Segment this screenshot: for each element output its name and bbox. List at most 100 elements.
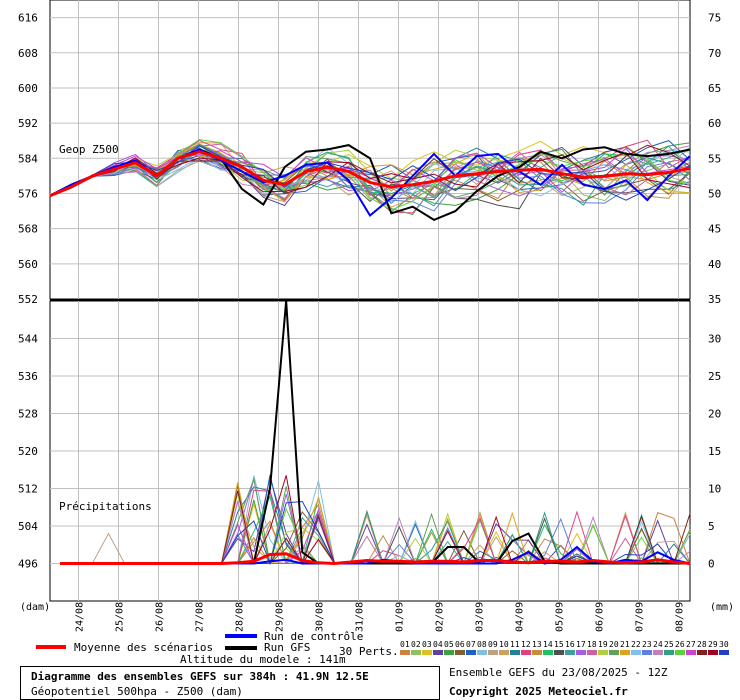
precip-series-line [60,552,691,566]
pert-legend-number: 22 [631,640,641,649]
x-tick-label: 05/09 [555,602,566,632]
pert-legend-number: 04 [433,640,443,649]
pert-legend-swatch [466,650,476,655]
precip-y-tick-left: 520 [18,445,38,458]
pert-legend-swatch [664,650,674,655]
legend-gfs-label: Run GFS [264,641,310,654]
x-tick-label: 06/09 [595,602,606,632]
geop-y-tick-left: 608 [18,47,38,60]
legend-mean-label: Moyenne des scénarios [74,641,213,654]
precip-y-tick-right: 5 [708,520,715,533]
geop-y-tick-right: 45 [708,223,721,236]
pert-legend-number: 01 [400,640,410,649]
pert-legend-number: 20 [609,640,619,649]
geop-perturbation-line [49,139,691,214]
geop-y-tick-right: 60 [708,117,721,130]
caption-box: Diagramme des ensembles GEFS sur 384h : … [20,666,440,700]
pert-legend-number: 28 [697,640,707,649]
geop-y-tick-right: 50 [708,187,721,200]
dam-unit-label: (dam) [20,602,50,613]
pert-legend-number: 09 [488,640,498,649]
pert-legend-number: 21 [620,640,630,649]
x-tick-label: 07/09 [635,602,646,632]
copyright: Copyright 2025 Meteociel.fr [449,685,628,698]
pert-legend-swatch [620,650,630,655]
caption-subtitle: Géopotentiel 500hpa - Z500 (dam) [31,685,243,698]
pert-legend-number: 06 [455,640,465,649]
pert-legend-number: 03 [422,640,432,649]
pert-legend-number: 13 [532,640,542,649]
geop-series-line [49,150,691,198]
geop-y-tick-left: 552 [18,293,38,306]
geop-perturbation-line [49,145,691,201]
pert-legend-number: 24 [653,640,663,649]
precip-y-tick-right: 30 [708,333,721,346]
x-tick-label: 31/08 [355,602,366,632]
x-tick-label: 01/09 [395,602,406,632]
pert-legend-number: 12 [521,640,531,649]
precip-y-tick-left: 536 [18,370,38,383]
main-lines [49,144,691,566]
geop-y-tick-right: 65 [708,82,721,95]
pert-legend-number: 05 [444,640,454,649]
geop-perturbation-line [49,152,691,197]
legend-perts-label: 30 Perts. [339,645,399,658]
geop-perturbation-line [49,144,691,197]
pert-legend-swatch [499,650,509,655]
geop-y-tick-left: 616 [18,12,38,25]
pert-legend-swatch [488,650,498,655]
x-tick-label: 26/08 [155,602,166,632]
geop-y-tick-left: 560 [18,258,38,271]
x-tick-label: 29/08 [275,602,286,632]
pert-legend-swatch [587,650,597,655]
geop-y-tick-right: 55 [708,152,721,165]
pert-legend-number: 17 [576,640,586,649]
pert-legend-swatch [653,650,663,655]
pert-legend-number: 16 [565,640,575,649]
pert-legend-number: 07 [466,640,476,649]
x-tick-label: 03/09 [475,602,486,632]
pert-legend-swatch [400,650,410,655]
geop-y-tick-left: 576 [18,187,38,200]
caption-title: Diagramme des ensembles GEFS sur 384h : … [31,670,369,683]
geop-y-tick-left: 600 [18,82,38,95]
pert-legend-swatch [697,650,707,655]
pert-legend-swatch [422,650,432,655]
precip-y-tick-right: 15 [708,445,721,458]
pert-legend-swatch [521,650,531,655]
pert-legend-number: 11 [510,640,520,649]
precip-y-tick-left: 496 [18,558,38,571]
pert-legend-number: 10 [499,640,509,649]
pert-legend-number: 08 [477,640,487,649]
pert-legend-swatch [532,650,542,655]
pert-legend-swatch [708,650,718,655]
pert-legend-number: 19 [598,640,608,649]
geop-y-tick-left: 584 [18,152,38,165]
x-tick-label: 04/09 [515,602,526,632]
pert-legend-swatch [411,650,421,655]
geop-y-tick-right: 35 [708,293,721,306]
precip-y-tick-right: 10 [708,483,721,496]
precip-y-tick-left: 504 [18,520,38,533]
pert-legend-swatch [433,650,443,655]
x-tick-label: 25/08 [115,602,126,632]
pert-legend-swatch [598,650,608,655]
geop-y-tick-left: 568 [18,223,38,236]
pert-legend-swatch [477,650,487,655]
pert-legend-number: 27 [686,640,696,649]
precip-y-tick-right: 0 [708,558,715,571]
x-tick-label: 30/08 [315,602,326,632]
pert-legend-swatch [565,650,575,655]
pert-legend-number: 30 [719,640,729,649]
pert-legend-swatch [675,650,685,655]
pert-legend-swatch [631,650,641,655]
pert-legend-number: 18 [587,640,597,649]
pert-legend-swatch [444,650,454,655]
run-info: Ensemble GEFS du 23/08/2025 - 12Z [449,666,668,679]
precip-y-tick-left: 544 [18,333,38,346]
precip-y-tick-left: 512 [18,483,38,496]
x-tick-label: 08/09 [675,602,686,632]
precip-y-tick-left: 528 [18,408,38,421]
